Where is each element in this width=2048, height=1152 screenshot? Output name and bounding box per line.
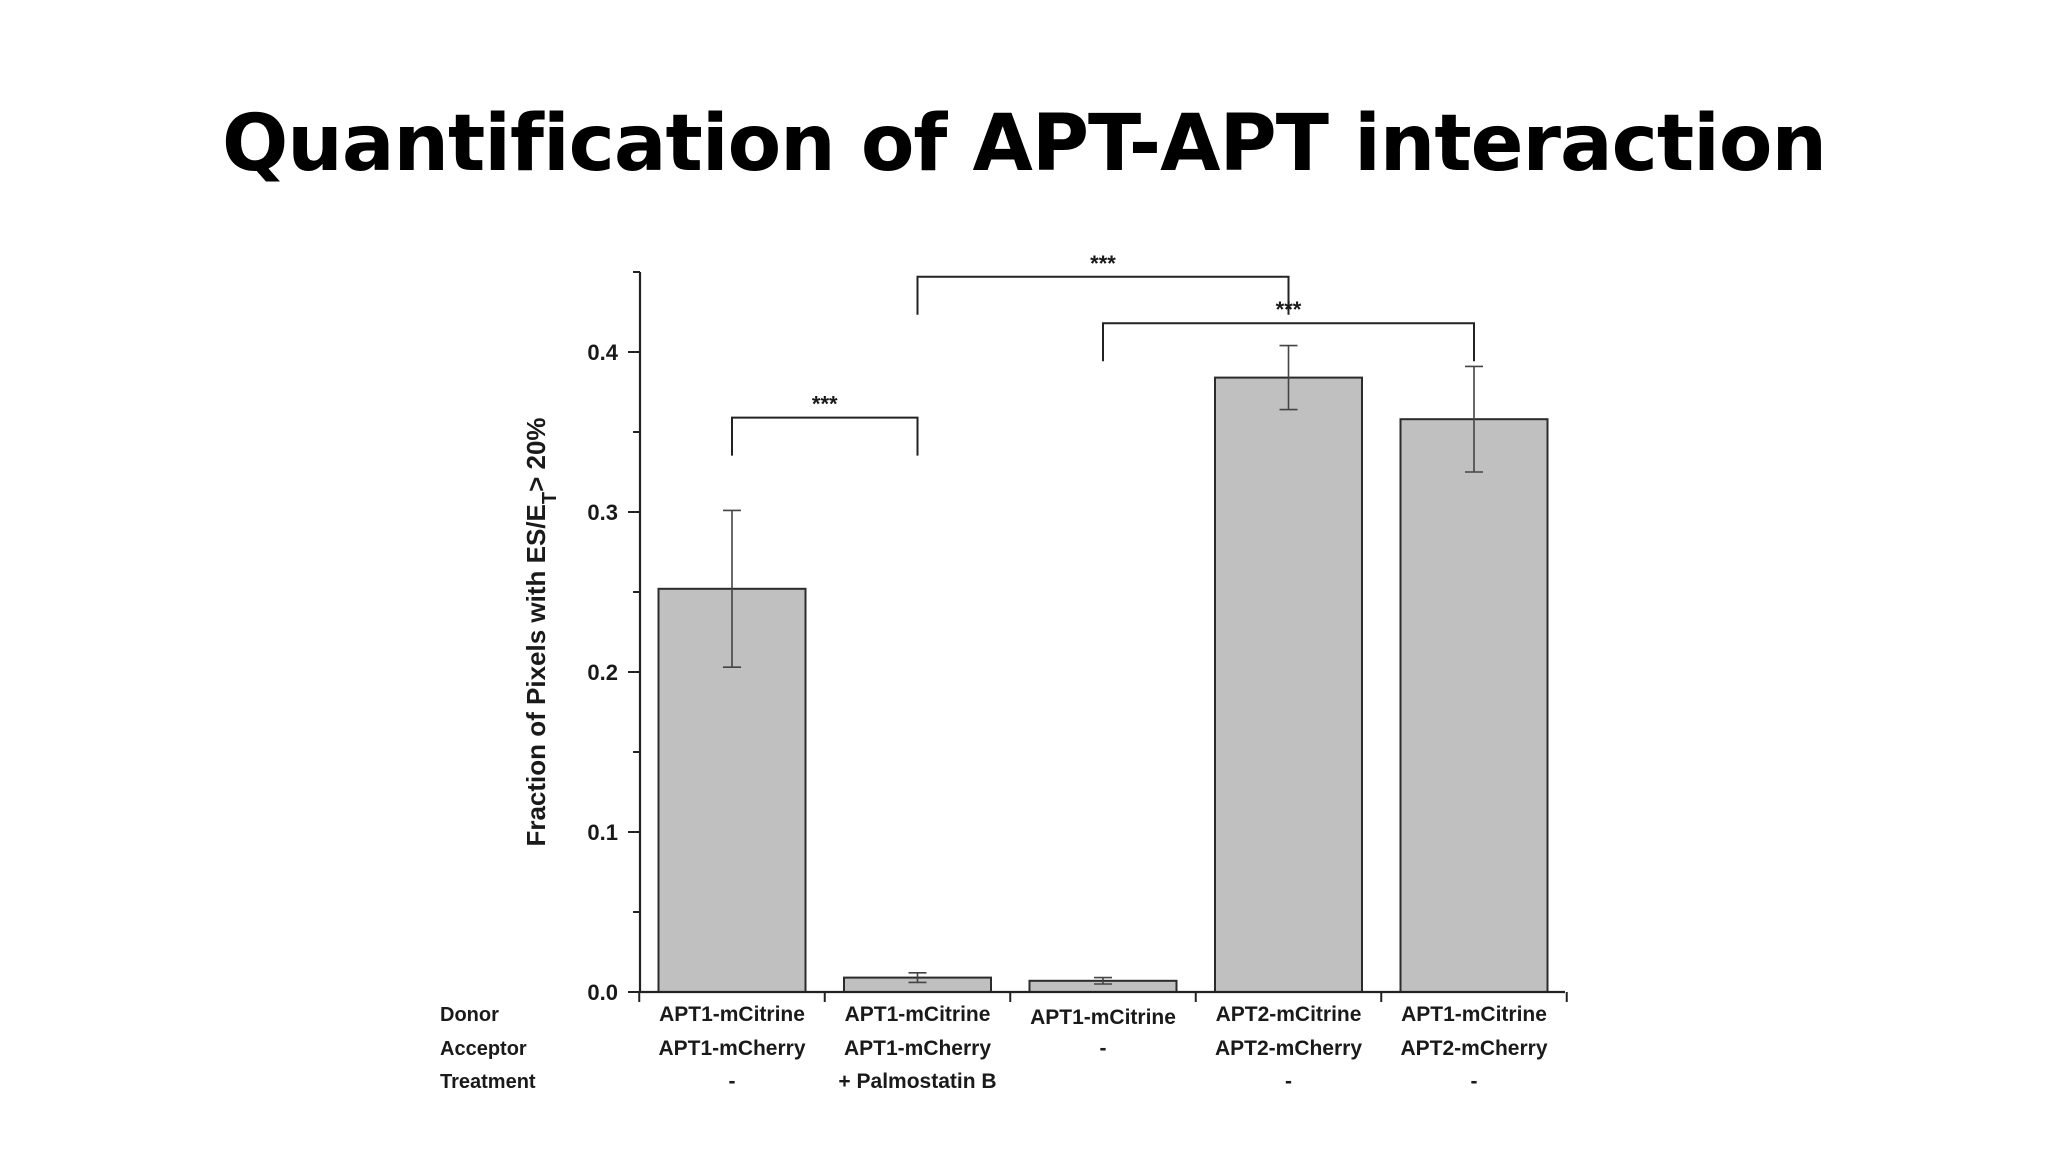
donor-label: APT1-mCitrine — [845, 1003, 991, 1026]
donor-label: APT1-mCitrine — [1401, 1003, 1547, 1026]
condition-row-label: Acceptor — [440, 1038, 527, 1060]
y-tick-label: 0.1 — [587, 820, 618, 845]
acceptor-label: APT2-mCherry — [1400, 1037, 1547, 1060]
donor-label: APT1-mCitrine — [1030, 1006, 1176, 1029]
donor-label: APT2-mCitrine — [1216, 1003, 1362, 1026]
y-axis-label: Fraction of Pixels with ES/ET> 20% — [521, 417, 561, 846]
acceptor-label: APT1-mCherry — [844, 1037, 991, 1060]
y-tick-label: 0.2 — [587, 660, 618, 685]
bar — [1214, 376, 1363, 994]
y-tick-label: 0.4 — [587, 340, 618, 365]
condition-row-label: Treatment — [440, 1071, 536, 1093]
significance-bracket — [731, 416, 919, 456]
significance-bracket — [916, 275, 1290, 315]
acceptor-label: APT2-mCherry — [1215, 1037, 1362, 1060]
significance-bracket — [1102, 322, 1475, 362]
slide-title: Quantification of APT-APT interaction — [221, 99, 1827, 189]
y-tick-label: 0.3 — [587, 500, 618, 525]
significance-label: *** — [1090, 251, 1116, 276]
donor-label: APT1-mCitrine — [659, 1003, 805, 1026]
bar — [1399, 418, 1549, 993]
treatment-label: + Palmostatin B — [838, 1070, 996, 1093]
treatment-label: - — [1285, 1070, 1292, 1093]
condition-row-label: Donor — [440, 1004, 499, 1026]
significance-label: *** — [812, 392, 838, 417]
acceptor-label: - — [1100, 1037, 1107, 1060]
acceptor-label: APT1-mCherry — [658, 1037, 805, 1060]
treatment-label: - — [729, 1070, 736, 1093]
significance-label: *** — [1276, 297, 1302, 322]
treatment-label: - — [1471, 1070, 1478, 1093]
y-tick-label: 0.0 — [587, 980, 618, 1005]
